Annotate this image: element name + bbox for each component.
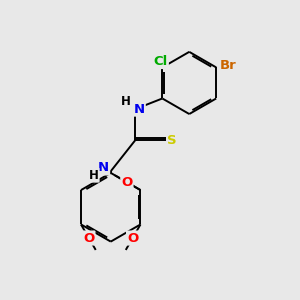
Text: N: N <box>134 103 145 116</box>
Text: S: S <box>167 134 177 147</box>
Text: N: N <box>98 161 109 175</box>
Text: O: O <box>121 176 133 189</box>
Text: H: H <box>89 169 99 182</box>
Text: Cl: Cl <box>154 55 168 68</box>
Text: Br: Br <box>219 59 236 72</box>
Text: O: O <box>83 232 94 244</box>
Text: O: O <box>127 232 138 244</box>
Text: H: H <box>121 95 131 108</box>
